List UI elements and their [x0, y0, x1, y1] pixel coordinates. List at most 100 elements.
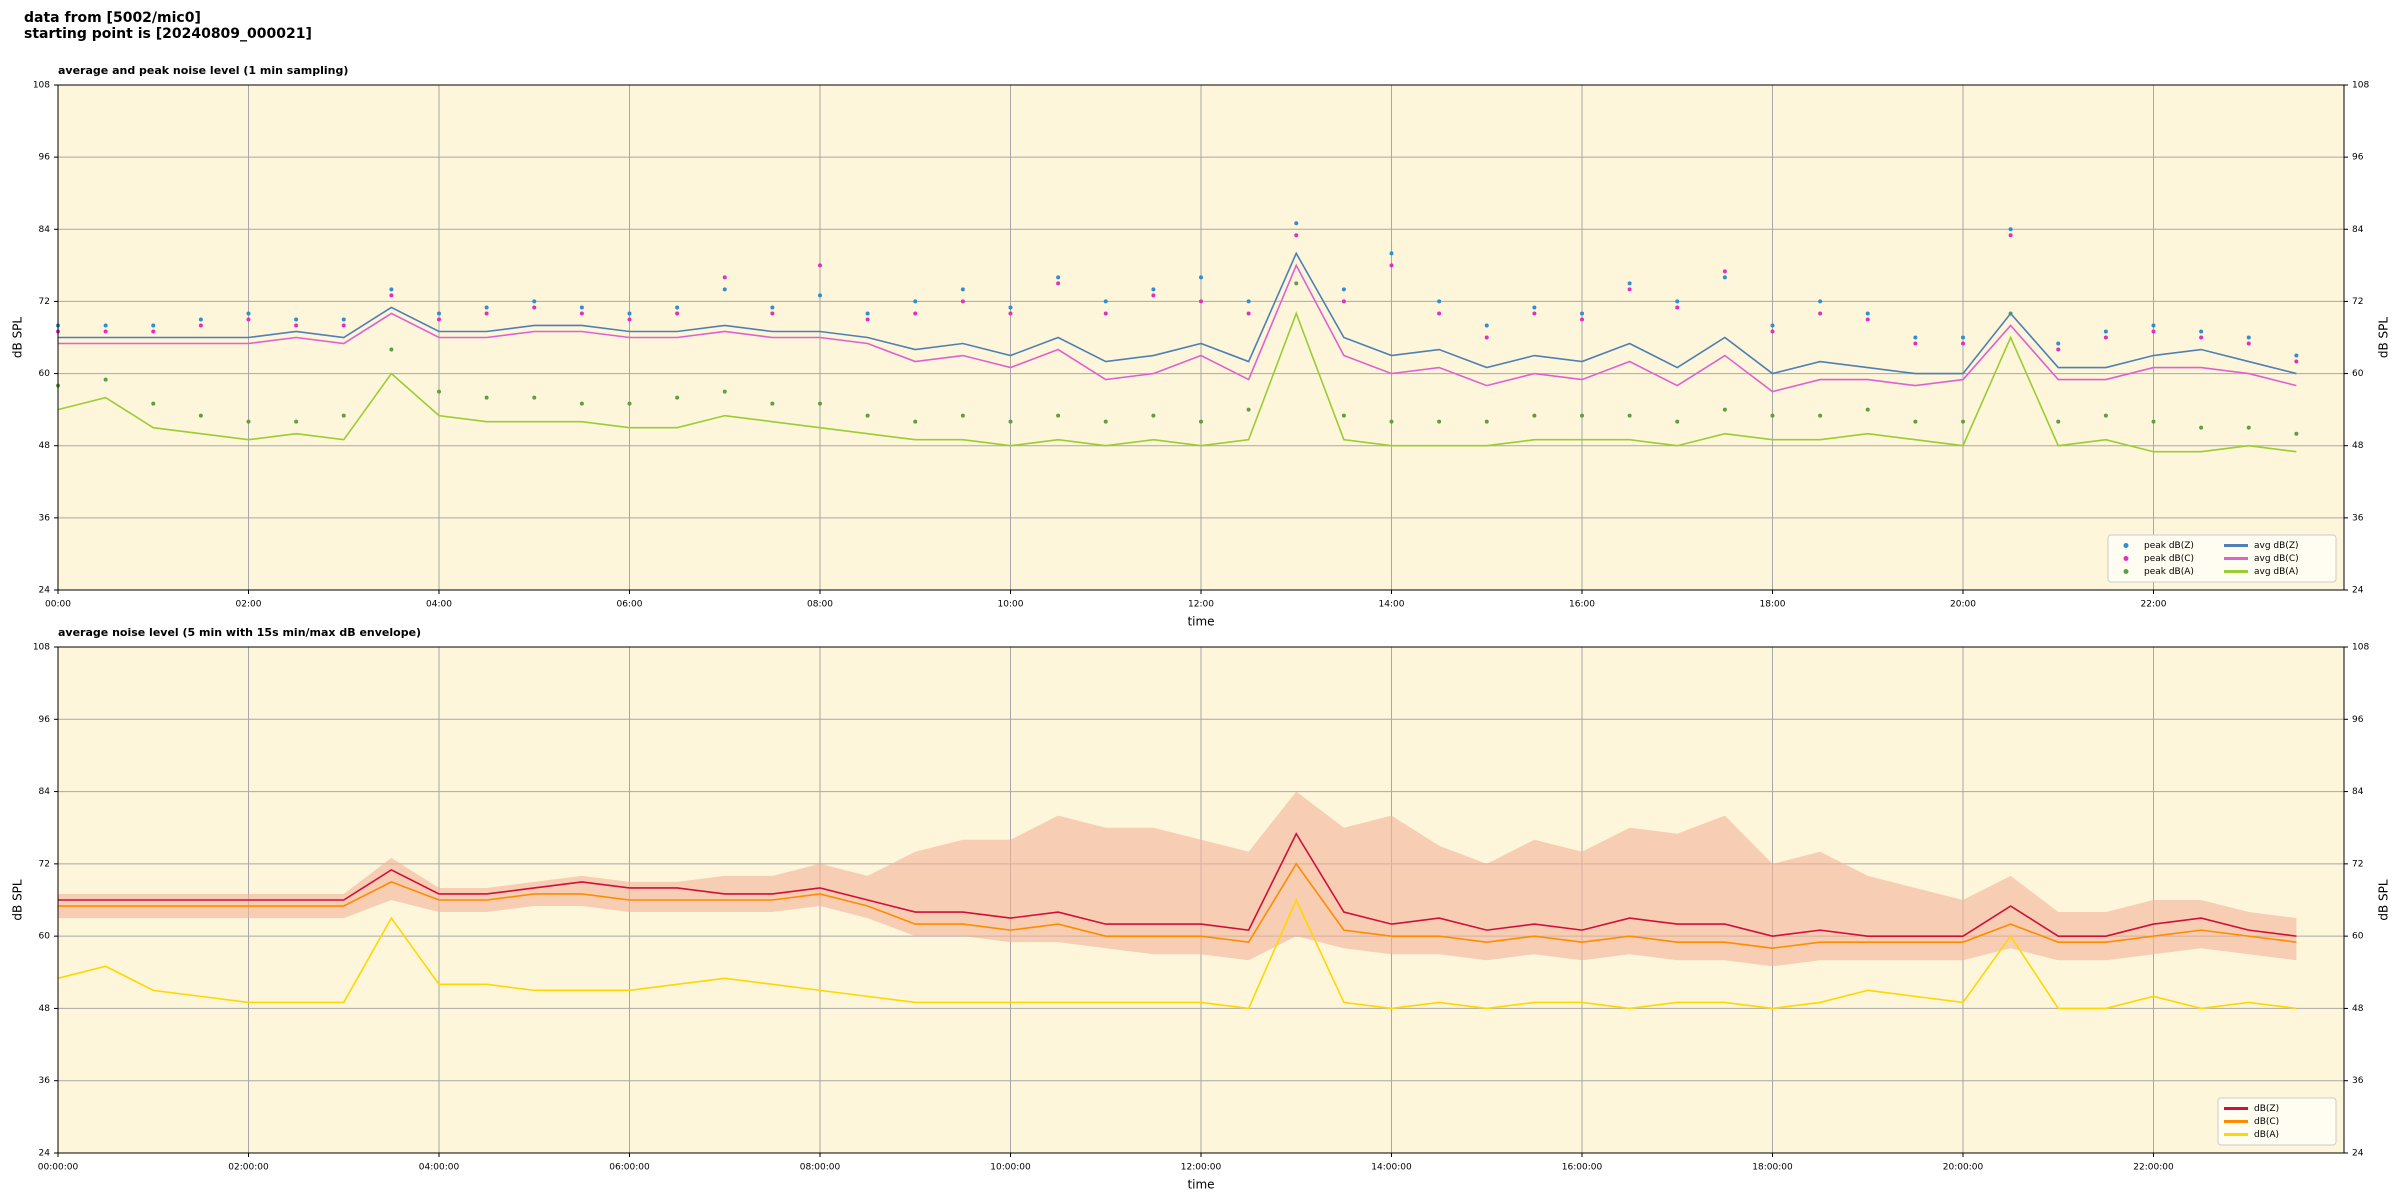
series-line: [57, 898, 2297, 1010]
peak-point: [1199, 275, 1203, 280]
y-axis-label: dB SPL: [11, 879, 25, 921]
peak-point: [1437, 299, 1442, 304]
y-tick-label: 84: [39, 225, 51, 235]
peak-point: [1294, 233, 1299, 238]
peak-point: [2199, 329, 2204, 334]
y-tick-label: 60: [39, 932, 51, 942]
peak-point: [341, 323, 346, 328]
y-tick-label: 60: [39, 369, 51, 379]
peak-point: [1008, 311, 1013, 316]
peak-point: [246, 311, 251, 316]
peak-point: [722, 389, 727, 394]
series-line: [58, 251, 2297, 375]
peak-point: [627, 311, 632, 316]
peak-point: [1484, 335, 1489, 340]
peak-point: [960, 413, 965, 418]
x-tick-label: 12:00:00: [1181, 1163, 1222, 1173]
y-tick-label: 60: [2352, 932, 2364, 942]
x-tick-label: 20:00: [1950, 600, 1976, 610]
legend-label: dB(C): [2254, 1117, 2279, 1127]
peak-point: [913, 311, 918, 316]
x-tick-label: 18:00: [1760, 600, 1786, 610]
envelope: [58, 791, 2297, 967]
y-tick-label: 36: [39, 1076, 51, 1086]
peak-point: [675, 311, 680, 316]
peak-point: [2294, 353, 2299, 358]
chart-title: average noise level (5 min with 15s min/…: [58, 626, 421, 639]
peak-point: [294, 419, 299, 424]
peak-point: [865, 311, 870, 316]
x-tick-label: 04:00:00: [419, 1163, 460, 1173]
y-tick-label: 60: [2352, 369, 2364, 379]
peak-point: [2199, 425, 2204, 430]
chart-title: average and peak noise level (1 min samp…: [58, 64, 348, 77]
x-tick-label: 22:00:00: [2133, 1163, 2174, 1173]
y-axis-label: dB SPL: [11, 317, 25, 359]
peak-point: [1008, 305, 1013, 310]
x-tick-label: 08:00:00: [800, 1163, 841, 1173]
peak-point: [2199, 335, 2204, 340]
peak-point: [1103, 299, 1108, 304]
peak-point: [1151, 293, 1156, 298]
header-line: starting point is [20240809_000021]: [24, 26, 312, 42]
y-axis-label: dB SPL: [2377, 317, 2391, 359]
x-tick-label: 14:00:00: [1371, 1163, 1412, 1173]
x-tick-label: 10:00: [998, 600, 1024, 610]
y-tick-label: 96: [2352, 715, 2364, 725]
legend-label: avg dB(C): [2254, 554, 2299, 564]
peak-point: [1722, 269, 1727, 274]
peak-point: [1341, 299, 1346, 304]
peak-point: [579, 305, 584, 310]
peak-point: [484, 311, 489, 316]
y-tick-label: 72: [2352, 297, 2363, 307]
x-tick-label: 00:00:00: [38, 1163, 79, 1173]
peak-point: [1961, 335, 1965, 340]
peak-point: [1103, 419, 1108, 424]
peak-point: [2294, 431, 2299, 436]
x-axis-label: time: [1187, 1178, 1214, 1192]
peak-point: [437, 311, 441, 316]
peak-point: [2103, 329, 2108, 334]
peak-point: [2103, 335, 2108, 340]
peak-point: [389, 287, 394, 292]
legend-label: peak dB(A): [2144, 567, 2194, 577]
legend-label: avg dB(A): [2254, 567, 2298, 577]
peak-point: [1580, 311, 1584, 316]
y-tick-label: 72: [39, 859, 50, 869]
peak-point: [1437, 419, 1442, 424]
peak-point: [103, 323, 108, 328]
peak-point: [484, 395, 489, 400]
peak-point: [913, 299, 918, 304]
peak-point: [2056, 341, 2061, 346]
peak-point: [2008, 227, 2013, 232]
y-tick-label: 84: [2352, 225, 2364, 235]
peak-point: [2008, 233, 2013, 238]
peak-point: [1675, 305, 1680, 310]
peak-point: [246, 317, 251, 322]
peak-point: [1580, 413, 1584, 418]
peak-point: [1770, 413, 1775, 418]
y-tick-label: 24: [39, 1149, 51, 1159]
peak-point: [1294, 281, 1299, 286]
y-tick-label: 96: [39, 153, 51, 163]
peak-point: [198, 317, 203, 322]
x-tick-label: 08:00: [807, 600, 833, 610]
peak-point: [198, 413, 203, 418]
peak-point: [1675, 419, 1680, 424]
y-tick-label: 72: [2352, 859, 2363, 869]
peak-point: [1437, 311, 1442, 316]
x-tick-label: 00:00: [45, 600, 71, 610]
peak-point: [1484, 419, 1489, 424]
peak-point: [960, 287, 965, 292]
peak-point: [1246, 311, 1251, 316]
legend-label: peak dB(Z): [2144, 541, 2194, 551]
legend-label: dB(Z): [2254, 1104, 2279, 1114]
x-tick-label: 06:00:00: [609, 1163, 650, 1173]
peak-point: [2246, 341, 2251, 346]
peak-point: [579, 401, 584, 406]
peak-point: [675, 305, 680, 310]
peak-point: [1103, 311, 1108, 316]
peak-point: [341, 317, 346, 322]
